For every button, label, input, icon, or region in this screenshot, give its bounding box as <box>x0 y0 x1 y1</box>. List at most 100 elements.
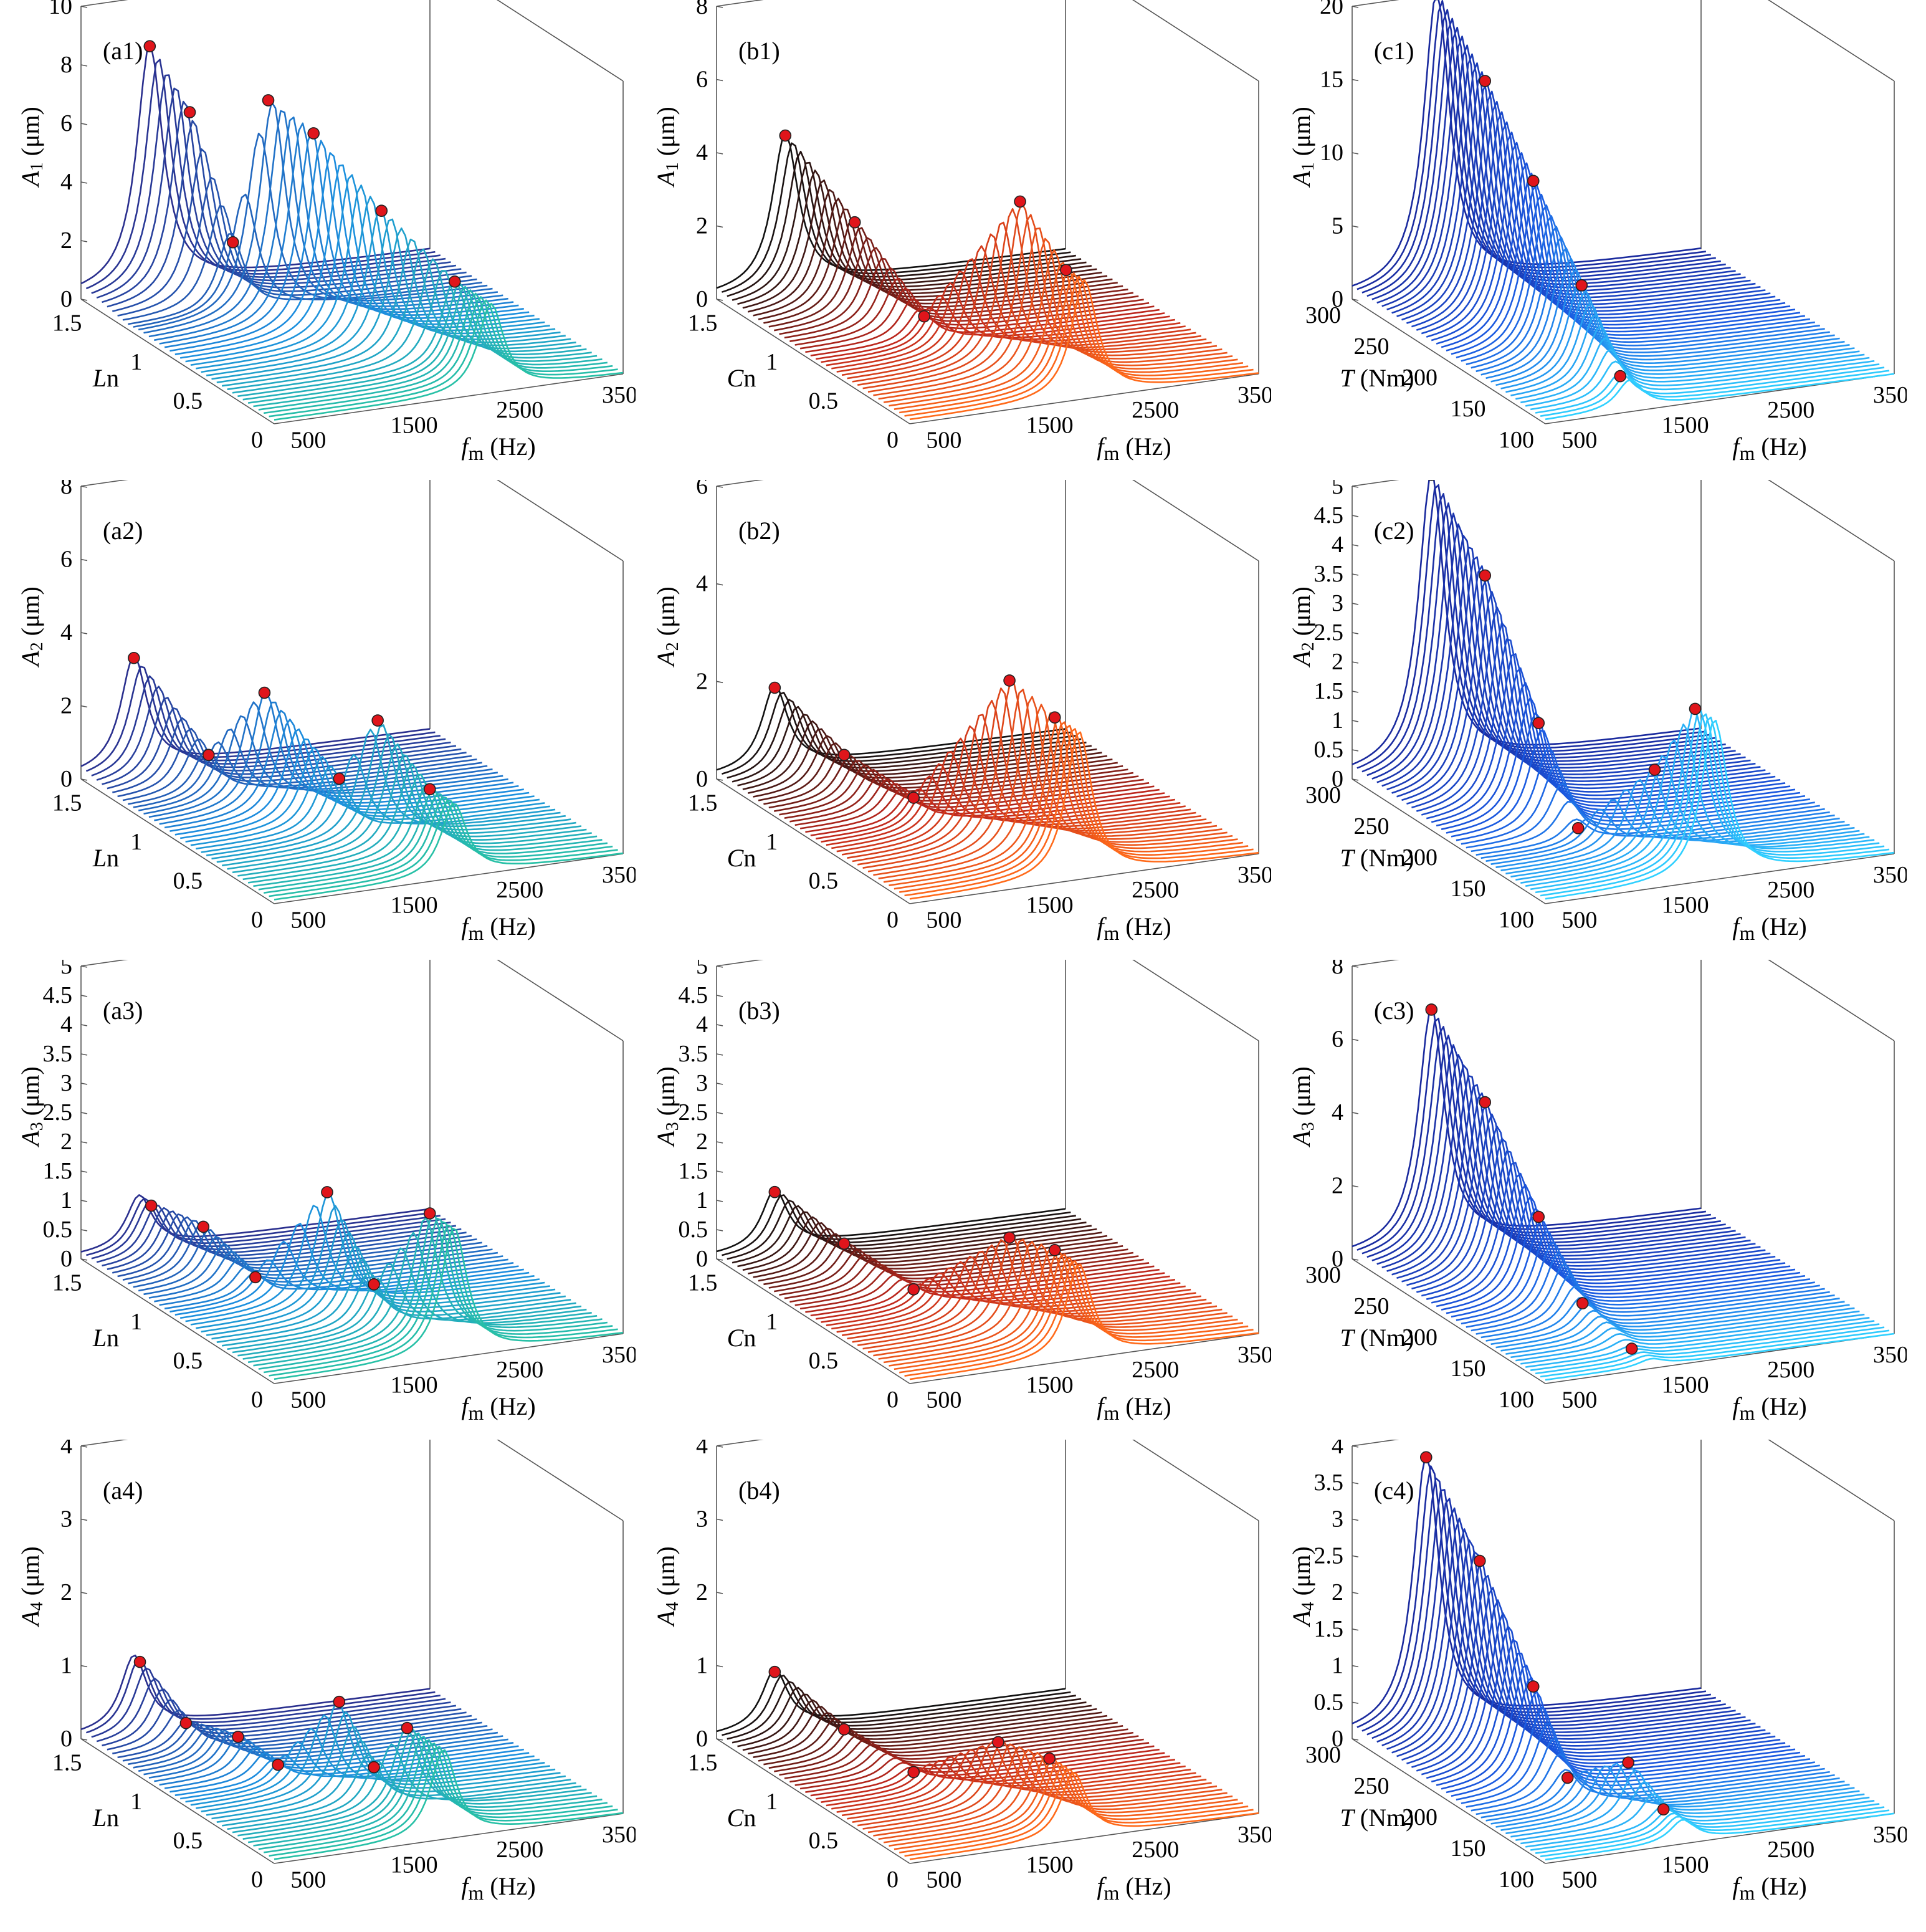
series-line <box>794 1258 1144 1306</box>
series-line <box>805 1265 1155 1313</box>
y-axis-label: Cn <box>727 844 756 872</box>
series-line <box>1540 716 1890 897</box>
waterfall-curves <box>80 1654 624 1860</box>
z-tick-mark <box>1352 573 1359 576</box>
series-line <box>96 686 446 781</box>
series-line <box>1475 808 1825 856</box>
x-axis-label: fm (Hz) <box>1097 1872 1171 1904</box>
z-tick-mark <box>1352 749 1359 752</box>
z-axis-label: A1 (μm) <box>16 107 47 188</box>
series-line <box>117 176 467 317</box>
series-line <box>247 285 598 404</box>
y-tick-label: 100 <box>1499 1867 1534 1893</box>
peak-marker <box>1048 711 1061 724</box>
z-tick-label: 4 <box>696 140 708 166</box>
series-line <box>1466 782 1815 849</box>
z-axis-label: A4 (μm) <box>652 1546 682 1628</box>
series-line <box>852 1244 1201 1343</box>
peak-marker <box>918 310 930 323</box>
z-axis-label: A3 (μm) <box>652 1066 682 1148</box>
z-tick-label: 0 <box>1332 766 1343 792</box>
x-tick-label: 2500 <box>1132 877 1179 903</box>
series-line <box>779 247 1128 335</box>
series-line <box>862 1236 1212 1350</box>
series-line <box>1401 576 1751 801</box>
x-tick-label: 2500 <box>1132 397 1179 423</box>
series-line <box>148 1731 498 1779</box>
z-tick-mark <box>716 1141 723 1144</box>
z-tick-label: 6 <box>60 110 72 136</box>
series-line <box>742 1216 1092 1271</box>
y-tick-label: 0 <box>887 907 899 933</box>
series-line <box>1426 1162 1776 1300</box>
x-tick-label: 1500 <box>1026 1372 1074 1398</box>
z-tick-mark <box>716 485 723 488</box>
panel-label: (a3) <box>103 997 143 1025</box>
x-axis-line <box>1545 853 1895 904</box>
series-line <box>1366 1489 1716 1736</box>
series-line <box>1515 325 1865 400</box>
z-tick-label: 5 <box>1332 480 1343 499</box>
z-tick-mark <box>1352 1518 1359 1521</box>
peak-marker <box>1479 75 1492 87</box>
y-tick-label: 0.5 <box>173 1348 203 1374</box>
z-tick-label: 0.5 <box>1314 1689 1344 1715</box>
series-line <box>91 675 441 777</box>
z-tick-mark <box>80 705 88 708</box>
z-tick-mark <box>80 1112 88 1114</box>
series-line <box>1540 370 1890 417</box>
series-line <box>1431 1172 1781 1304</box>
series-line <box>201 207 550 373</box>
series-line <box>222 248 571 387</box>
series-line <box>1421 1612 1771 1776</box>
z-tick-label: 6 <box>1332 1026 1343 1053</box>
series-line <box>227 258 576 390</box>
series-line <box>264 796 613 894</box>
z-tick-label: 2 <box>696 668 708 694</box>
x-tick-label: 500 <box>1561 1387 1597 1413</box>
peak-marker <box>907 1283 920 1296</box>
peak-marker <box>333 772 346 785</box>
y-axis-label: Cn <box>727 364 756 392</box>
series-line <box>889 1250 1238 1367</box>
series-line <box>1436 682 1786 827</box>
series-line <box>1485 1770 1835 1822</box>
series-line <box>1361 493 1712 773</box>
series-line <box>196 765 545 850</box>
series-line <box>1441 697 1791 830</box>
x-tick-label: 2500 <box>496 1357 543 1383</box>
z-tick-label: 3.5 <box>1314 561 1344 587</box>
series-line <box>1466 1252 1815 1328</box>
series-line <box>748 728 1097 794</box>
series-line <box>253 789 603 887</box>
z-tick-mark <box>716 1024 723 1026</box>
box-top-right-edge <box>1132 960 1259 1041</box>
waterfall-curves <box>80 1193 624 1380</box>
series-line <box>826 282 1176 366</box>
z-tick-mark <box>716 1112 723 1114</box>
peak-marker <box>1575 279 1588 292</box>
z-tick-label: 8 <box>696 0 708 19</box>
y-tick-label: 0 <box>251 1387 263 1413</box>
series-line <box>737 714 1087 787</box>
panel-label: (a2) <box>103 517 143 545</box>
peak-marker <box>227 236 239 249</box>
waterfall-curves <box>80 43 624 421</box>
series-line <box>727 699 1076 779</box>
series-line <box>831 270 1181 370</box>
z-tick-label: 4 <box>60 1440 72 1459</box>
z-tick-label: 3 <box>1332 1506 1343 1533</box>
z-tick-mark <box>716 225 723 228</box>
series-line <box>899 1256 1249 1374</box>
series-line <box>133 1721 482 1769</box>
series-line <box>1471 1263 1820 1332</box>
series-line <box>826 763 1176 846</box>
z-tick-label: 2 <box>60 1129 72 1155</box>
series-line <box>1461 204 1811 362</box>
y-tick-label: 1 <box>766 1309 778 1335</box>
z-tick-label: 4.5 <box>43 982 73 1008</box>
z-axis-label: A4 (μm) <box>16 1546 47 1628</box>
series-line <box>242 282 592 401</box>
series-line <box>799 782 1150 830</box>
z-tick-label: 4 <box>696 571 708 597</box>
